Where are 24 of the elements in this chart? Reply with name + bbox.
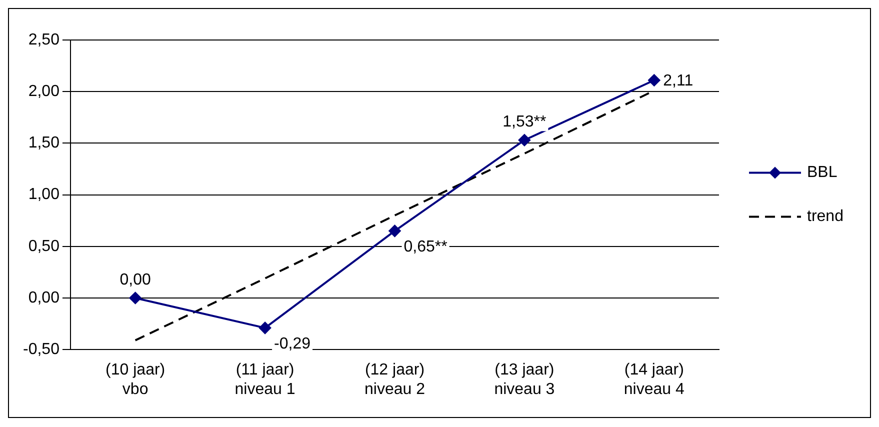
x-tick-label: (13 jaar) niveau 3 <box>494 362 555 398</box>
data-label: 0,00 <box>120 271 151 288</box>
y-tick-label: 2,50 <box>28 31 60 48</box>
y-tick-label: 1,00 <box>28 186 60 204</box>
legend-label: trend <box>807 208 844 226</box>
x-tick-label: (14 jaar) niveau 4 <box>624 362 684 398</box>
legend-label: BBL <box>807 164 838 182</box>
y-tick-label: 1,50 <box>28 134 60 152</box>
y-tick-label: 2,00 <box>28 83 60 100</box>
data-label: -0,29 <box>274 335 311 352</box>
data-label: 0,65** <box>404 238 448 256</box>
x-tick-label: (10 jaar) vbo <box>106 362 166 398</box>
point <box>518 134 530 146</box>
point <box>129 292 142 304</box>
data-label: 1,53** <box>502 114 546 131</box>
data-label: 2,11 <box>663 72 694 90</box>
point <box>648 74 660 86</box>
x-tick-label: (11 jaar) niveau 1 <box>234 362 296 398</box>
y-tick-label: 0,00 <box>28 289 60 306</box>
point <box>259 322 272 334</box>
x-tick-label: (12 jaar) niveau 2 <box>364 362 426 398</box>
y-tick-label: 0,50 <box>28 238 60 255</box>
point <box>388 224 401 237</box>
y-tick-label: -0,50 <box>23 341 60 358</box>
